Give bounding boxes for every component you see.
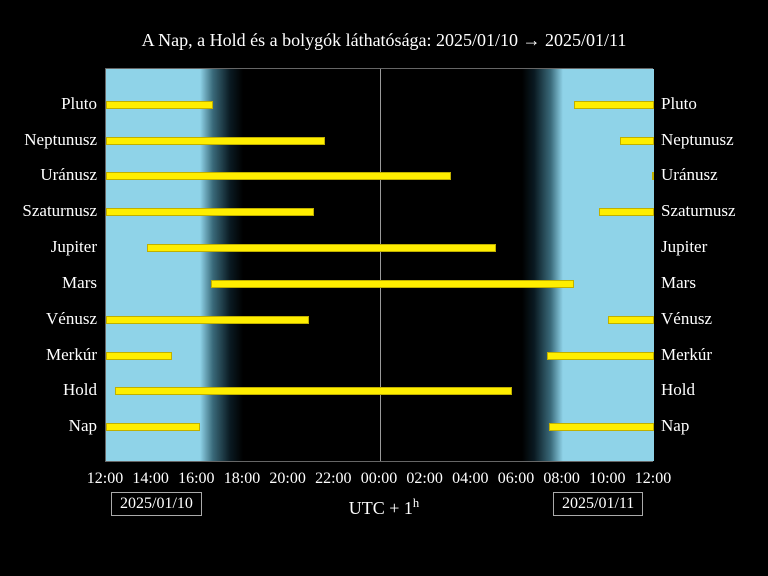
sky-zone xyxy=(563,69,654,461)
body-label-left: Szaturnusz xyxy=(0,201,97,221)
visibility-bar xyxy=(608,316,654,324)
date-box-left: 2025/01/10 xyxy=(111,492,202,516)
x-tick-label: 08:00 xyxy=(543,470,579,488)
sky-zone xyxy=(522,69,563,461)
x-tick-label: 12:00 xyxy=(635,470,671,488)
visibility-bar xyxy=(106,101,213,109)
body-label-right: Hold xyxy=(661,380,695,400)
body-label-right: Mars xyxy=(661,273,696,293)
date-box-right: 2025/01/11 xyxy=(553,492,643,516)
visibility-bar xyxy=(115,387,512,395)
chart-title: A Nap, a Hold és a bolygók láthatósága: … xyxy=(0,30,768,51)
body-label-left: Neptunusz xyxy=(0,130,97,150)
x-tick-label: 04:00 xyxy=(452,470,488,488)
visibility-bar xyxy=(106,208,314,216)
body-label-right: Uránusz xyxy=(661,165,718,185)
body-label-right: Vénusz xyxy=(661,309,712,329)
sky-zone xyxy=(243,69,522,461)
visibility-bar xyxy=(574,101,654,109)
body-label-left: Hold xyxy=(0,380,97,400)
visibility-bar xyxy=(620,137,654,145)
body-label-left: Pluto xyxy=(0,94,97,114)
x-axis-title: UTC + 1h xyxy=(349,496,419,519)
visibility-bar xyxy=(547,352,654,360)
visibility-bar xyxy=(211,280,574,288)
body-label-right: Pluto xyxy=(661,94,697,114)
x-tick-label: 12:00 xyxy=(87,470,123,488)
body-label-left: Mars xyxy=(0,273,97,293)
visibility-bar xyxy=(599,208,654,216)
plot-area xyxy=(105,68,653,462)
x-tick-label: 06:00 xyxy=(498,470,534,488)
x-tick-label: 00:00 xyxy=(361,470,397,488)
body-label-right: Szaturnusz xyxy=(661,201,736,221)
visibility-bar xyxy=(106,316,309,324)
body-label-left: Jupiter xyxy=(0,237,97,257)
visibility-bar xyxy=(652,172,654,180)
body-label-left: Vénusz xyxy=(0,309,97,329)
x-tick-label: 10:00 xyxy=(589,470,625,488)
visibility-bar xyxy=(147,244,496,252)
sky-zone xyxy=(106,69,200,461)
body-label-right: Jupiter xyxy=(661,237,707,257)
x-tick-label: 14:00 xyxy=(132,470,168,488)
x-tick-label: 20:00 xyxy=(269,470,305,488)
x-tick-label: 16:00 xyxy=(178,470,214,488)
midnight-line xyxy=(380,69,381,461)
visibility-bar xyxy=(106,352,172,360)
visibility-bar xyxy=(549,423,654,431)
x-tick-label: 18:00 xyxy=(224,470,260,488)
body-label-right: Nap xyxy=(661,416,689,436)
body-label-left: Nap xyxy=(0,416,97,436)
visibility-bar xyxy=(106,137,325,145)
body-label-left: Uránusz xyxy=(0,165,97,185)
sky-zone xyxy=(200,69,243,461)
visibility-bar xyxy=(106,423,200,431)
body-label-right: Neptunusz xyxy=(661,130,734,150)
body-label-right: Merkúr xyxy=(661,345,712,365)
x-tick-label: 02:00 xyxy=(406,470,442,488)
body-label-left: Merkúr xyxy=(0,345,97,365)
visibility-bar xyxy=(106,172,451,180)
x-tick-label: 22:00 xyxy=(315,470,351,488)
